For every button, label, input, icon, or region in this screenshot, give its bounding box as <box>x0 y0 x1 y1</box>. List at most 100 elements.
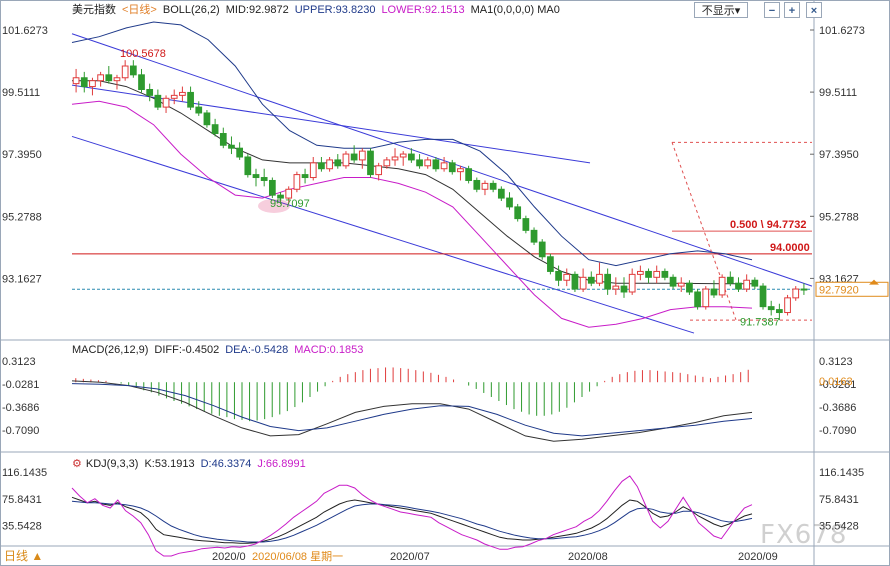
candle-body <box>555 270 562 281</box>
candle-body <box>743 279 751 290</box>
candle-body <box>358 150 366 161</box>
candle-body <box>399 153 407 158</box>
candle-body <box>547 256 554 272</box>
price-axis-tick-left: 95.2788 <box>2 211 42 223</box>
candle-body <box>563 273 571 281</box>
kdj-label: KDJ(9,3,3) <box>85 458 139 470</box>
candle-body <box>391 156 399 161</box>
zoom-in-button[interactable]: + <box>784 2 800 18</box>
candle-body <box>252 174 260 179</box>
candle-body <box>138 74 145 90</box>
candle-body <box>489 182 497 190</box>
price-axis-tick-left: 97.3950 <box>2 149 42 161</box>
kdj-axis-tick: 116.1435 <box>819 467 864 479</box>
candle-body <box>432 159 440 170</box>
candle-body <box>448 162 456 173</box>
candle-body <box>702 288 710 308</box>
candle-body <box>571 273 579 290</box>
candle-body <box>604 273 612 290</box>
candle-body <box>318 162 325 170</box>
candle-body <box>113 77 121 82</box>
boll-lower: LOWER:92.1513 <box>381 4 465 16</box>
candle-body <box>89 80 96 88</box>
x-axis-label: 2020/06/08 星期一 <box>252 550 343 563</box>
zoom-out-button[interactable]: − <box>764 2 780 18</box>
candle-body <box>350 153 358 161</box>
macd-dea-line <box>71 383 753 437</box>
kdj-d: D:46.3374 <box>200 458 252 470</box>
macd-axis-tick: -0.7090 <box>819 425 856 437</box>
price-axis-tick: 97.3950 <box>819 149 859 161</box>
candle-body <box>80 77 88 88</box>
macd-diff-line <box>71 380 753 442</box>
candle-body <box>424 159 432 167</box>
candle-body <box>301 174 309 179</box>
instrument-name: 美元指数 <box>72 4 116 16</box>
channel-lower-line <box>71 135 695 334</box>
period-tab[interactable]: 日线 ▲ <box>4 549 44 563</box>
macd-current-label: 0.0163 <box>819 376 853 388</box>
candle-body <box>195 106 203 114</box>
price-axis-tick: 95.2788 <box>819 211 859 223</box>
kdj-axis-tick-left: 35.5428 <box>2 521 42 533</box>
macd-axis-tick-left: -0.3686 <box>2 402 39 414</box>
x-axis-label: 2020/08 <box>568 551 608 563</box>
candle-body <box>457 168 464 173</box>
candle-body <box>203 112 211 126</box>
candle-body <box>497 188 505 199</box>
candle-body <box>309 162 317 179</box>
candle-body <box>473 179 481 190</box>
kdj-axis-tick-left: 116.1435 <box>2 467 47 479</box>
candle-body <box>416 159 423 167</box>
annotation-resistance: 94.0000 <box>770 242 810 254</box>
candle-body <box>645 270 652 278</box>
candle-body <box>587 276 595 284</box>
price-axis-tick-left: 93.1627 <box>2 273 42 285</box>
current-price-box <box>815 281 889 297</box>
candle-body <box>408 153 415 161</box>
price-axis-tick: 99.5111 <box>819 87 857 99</box>
boll-upper: UPPER:93.8230 <box>294 4 376 16</box>
kdj-settings-icon[interactable]: ⚙ <box>72 458 82 470</box>
candle-body <box>97 74 104 82</box>
candle-body <box>72 77 80 85</box>
candle-body <box>219 133 227 146</box>
candle-body <box>342 153 350 167</box>
macd-value: MACD:0.1853 <box>294 344 364 356</box>
candle-body <box>710 288 718 296</box>
candle-body <box>530 229 538 243</box>
current-price-label: 92.7920 <box>819 284 859 296</box>
candle-body <box>792 288 800 299</box>
candle-body <box>170 94 178 99</box>
period-label: <日线> <box>122 4 157 16</box>
not-restore-select[interactable]: 不显示▾ <box>694 2 748 18</box>
boll-lower-curve <box>71 100 753 328</box>
annotation-fib: 0.500 \ 94.7732 <box>730 219 806 231</box>
kdj-panel-header: ⚙ KDJ(9,3,3) K:53.1913 D:46.3374 J:66.8991 <box>72 456 312 472</box>
candle-body <box>162 97 170 108</box>
candle-body <box>677 282 685 287</box>
annotation-high: 100.5678 <box>120 48 166 60</box>
candle-body <box>228 144 235 149</box>
candle-body <box>268 179 276 196</box>
annotation-low2: 91.7387 <box>740 317 780 329</box>
macd-axis-tick: -0.3686 <box>819 402 856 414</box>
macd-label: MACD(26,12,9) <box>72 344 149 356</box>
candle-body <box>579 276 587 290</box>
macd-axis-tick: -0.0281 <box>819 379 856 391</box>
candle-body <box>121 65 129 79</box>
candle-body <box>211 124 219 135</box>
candle-body <box>596 273 603 284</box>
x-axis-label: 2020/0 <box>212 551 246 563</box>
candle-body <box>465 168 472 181</box>
x-axis-label: 2020/09 <box>738 551 778 563</box>
candle-body <box>105 74 113 82</box>
kdj-axis-tick: 35.5428 <box>819 521 859 533</box>
candle-body <box>620 285 628 293</box>
close-button[interactable]: × <box>806 2 822 18</box>
candle-body <box>718 276 726 296</box>
candle-body <box>514 206 522 220</box>
macd-dea: DEA:-0.5428 <box>225 344 289 356</box>
candle-body <box>669 276 677 287</box>
